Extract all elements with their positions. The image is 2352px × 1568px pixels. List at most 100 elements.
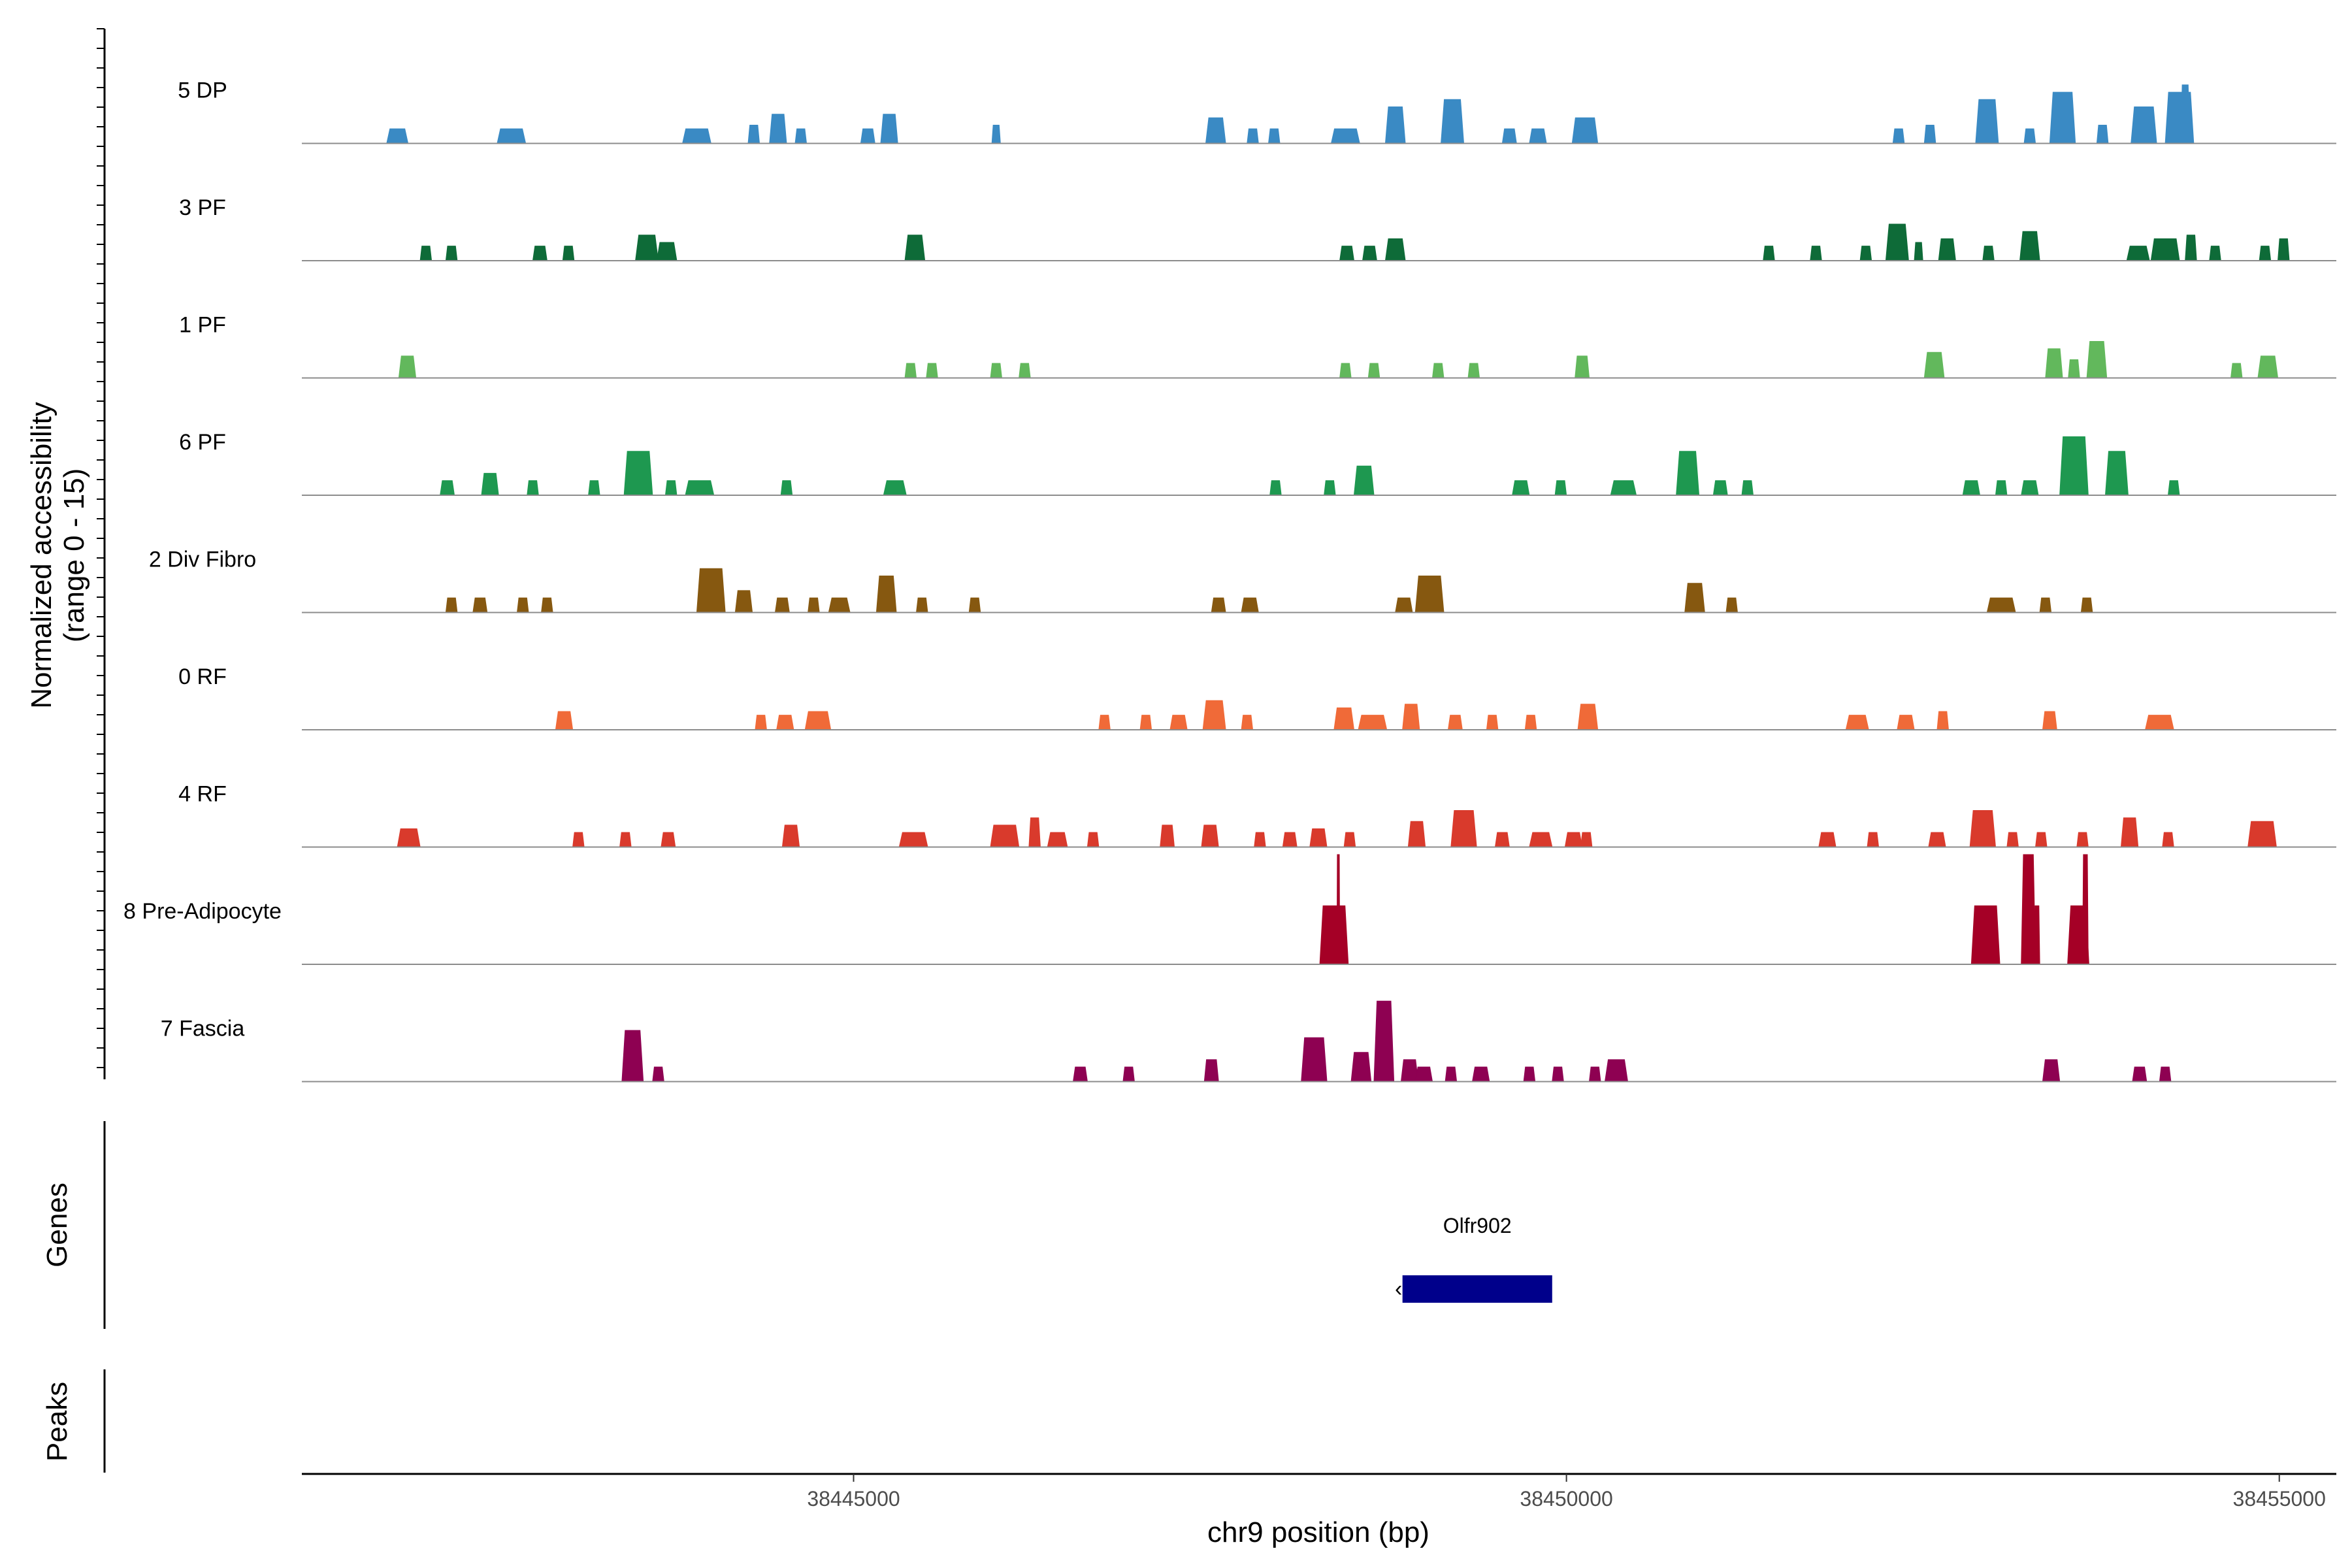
coverage-peak xyxy=(2159,1066,2172,1082)
coverage-peak xyxy=(1986,597,2016,613)
x-tick-label: 38450000 xyxy=(1520,1487,1612,1511)
coverage-peak xyxy=(1395,597,1413,613)
coverage-peak xyxy=(1160,825,1175,847)
coverage-peak xyxy=(1028,817,1041,847)
coverage-peak xyxy=(2059,436,2089,496)
coverage-peak xyxy=(2162,832,2174,847)
coverage-peak xyxy=(621,1030,644,1082)
coverage-peak xyxy=(1211,597,1226,613)
coverage-peak xyxy=(1467,363,1480,378)
coverage-peak xyxy=(2230,363,2243,378)
coverage-peak xyxy=(1763,246,1775,261)
coverage-peak xyxy=(1982,246,1995,261)
track-label: 5 DP xyxy=(178,78,227,103)
coverage-peak xyxy=(1450,810,1477,847)
track-label: 6 PF xyxy=(179,430,226,455)
coverage-peak xyxy=(2021,480,2039,496)
coverage-peak xyxy=(1098,715,1111,730)
coverage-peak xyxy=(990,825,1020,847)
coverage-peak xyxy=(1367,363,1380,378)
peaks-axis-title: Peaks xyxy=(41,1382,73,1462)
coverage-peak xyxy=(794,128,808,144)
coverage-peak xyxy=(968,597,981,613)
coverage-peak xyxy=(1445,1066,1458,1082)
coverage-peak xyxy=(915,597,928,613)
coverage-peak xyxy=(1336,854,1341,965)
coverage-peak xyxy=(1373,1000,1395,1082)
coverage-peak xyxy=(1205,117,1226,144)
coverage-peak xyxy=(1471,1066,1490,1082)
coverage-peak xyxy=(1712,480,1728,496)
coverage-peak xyxy=(1241,597,1259,613)
coverage-peak xyxy=(1407,821,1426,847)
coverage-peak xyxy=(2039,597,2052,613)
coverage-peak xyxy=(2247,821,2277,847)
coverage-peak xyxy=(541,597,553,613)
coverage-peak xyxy=(397,828,421,847)
coverage-peak xyxy=(1604,1059,1629,1082)
coverage-peak xyxy=(1319,905,1349,965)
x-axis-title: chr9 position (bp) xyxy=(1207,1516,1429,1548)
coverage-peak xyxy=(1254,832,1266,847)
coverage-peak xyxy=(445,597,458,613)
coverage-peak xyxy=(1330,128,1360,144)
coverage-peak xyxy=(1523,1066,1536,1082)
coverage-peak xyxy=(1169,715,1188,730)
coverage-peak xyxy=(747,125,760,144)
coverage-peak xyxy=(2104,451,2129,496)
coverage-peak xyxy=(1564,832,1583,847)
track-label: 3 PF xyxy=(179,195,226,220)
track-label: 7 Fascia xyxy=(161,1017,245,1041)
coverage-peak xyxy=(880,114,898,144)
coverage-peak xyxy=(2019,231,2040,261)
coverage-peak xyxy=(1512,480,1530,496)
coverage-peak xyxy=(1928,832,1946,847)
coverage-peak xyxy=(1962,480,1981,496)
coverage-peak xyxy=(696,568,726,613)
coverage-peak xyxy=(1122,1066,1135,1082)
coverage-peak xyxy=(1333,707,1355,730)
coverage-peak xyxy=(2120,817,2139,847)
coverage-peak xyxy=(1575,355,1590,378)
coverage-peak xyxy=(1970,905,2001,965)
coverage-peak xyxy=(572,832,585,847)
gene-body xyxy=(1402,1275,1552,1303)
coverage-peak xyxy=(619,832,632,847)
coverage-peak xyxy=(1552,1066,1564,1082)
coverage-peak xyxy=(1810,246,1822,261)
coverage-peak xyxy=(1402,704,1420,730)
coverage-peak xyxy=(1339,363,1352,378)
coverage-peak xyxy=(532,246,547,261)
coverage-peak xyxy=(1447,715,1463,730)
track-8-pre-adipocyte: 8 Pre-Adipocyte xyxy=(123,854,2336,965)
coverage-peak xyxy=(516,597,529,613)
track-6-pf: 6 PF xyxy=(179,430,2336,496)
coverage-peak xyxy=(555,711,574,730)
coverage-peak xyxy=(755,715,767,730)
gene-strand-marker: ‹ xyxy=(1395,1277,1402,1301)
coverage-peak xyxy=(1301,1037,1328,1082)
coverage-peak xyxy=(1202,700,1226,730)
track-7-fascia: 7 Fascia xyxy=(161,1000,2336,1083)
track-label: 1 PF xyxy=(179,313,226,338)
coverage-peak xyxy=(588,480,600,496)
coverage-peak xyxy=(2086,341,2108,378)
coverage-peak xyxy=(776,715,794,730)
coverage-peak xyxy=(1725,597,1739,613)
coverage-peak xyxy=(1923,351,1945,378)
coverage-peak xyxy=(419,246,433,261)
coverage-peak xyxy=(1577,704,1599,730)
coverage-peak xyxy=(652,1066,664,1082)
x-axis-ticks: 38445000 38450000 38455000 xyxy=(807,1474,2326,1511)
track-0-rf: 0 RF xyxy=(178,664,2336,730)
coverage-peak xyxy=(1431,363,1445,378)
coverage-peak xyxy=(2034,832,2048,847)
coverage-tracks: 5 DP 3 PF 1 PF 6 PF 2 Div Fibro 0 RF 4 RF 8 Pre… xyxy=(123,78,2336,1083)
coverage-peak xyxy=(445,246,458,261)
coverage-peak xyxy=(2023,128,2036,144)
coverage-peak xyxy=(1845,715,1869,730)
coverage-peak xyxy=(2006,832,2019,847)
coverage-peak xyxy=(2068,359,2080,378)
track-label: 0 RF xyxy=(178,664,227,689)
